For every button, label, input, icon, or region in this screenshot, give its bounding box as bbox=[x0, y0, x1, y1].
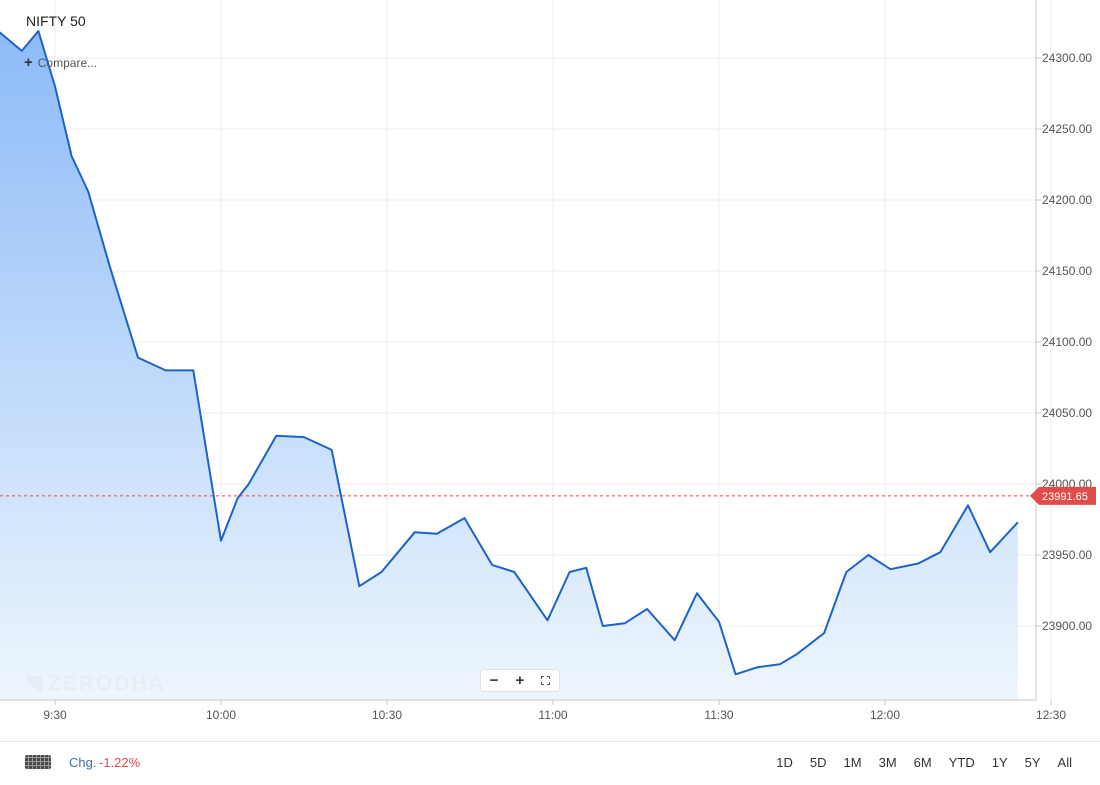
compare-button[interactable]: + Compare... bbox=[24, 54, 97, 71]
range-6m-button[interactable]: 6M bbox=[913, 755, 932, 770]
change-value: -1.22% bbox=[99, 755, 141, 770]
last-price-tag: 23991.65 bbox=[1030, 486, 1096, 505]
y-axis-ticks: 23900.0023950.0024000.0024050.0024100.00… bbox=[1036, 51, 1092, 633]
last-price-tag-bg bbox=[1030, 486, 1096, 505]
zoom-controls: − + bbox=[480, 669, 560, 692]
bottom-toolbar: Chg. -1.22% 1D 5D 1M 3M 6M YTD 1Y 5Y All bbox=[0, 741, 1100, 785]
y-tick-label: 24250.00 bbox=[1042, 122, 1092, 136]
price-area-fill bbox=[0, 31, 1018, 700]
y-tick-label: 24300.00 bbox=[1042, 51, 1092, 65]
range-1d-button[interactable]: 1D bbox=[776, 755, 793, 770]
range-ytd-button[interactable]: YTD bbox=[948, 755, 975, 770]
y-tick-label: 24150.00 bbox=[1042, 264, 1092, 278]
y-tick-label: 23900.00 bbox=[1042, 619, 1092, 633]
x-tick-label: 10:30 bbox=[372, 708, 402, 722]
keyboard-icon[interactable] bbox=[25, 755, 51, 769]
range-5y-button[interactable]: 5Y bbox=[1024, 755, 1041, 770]
plus-icon: + bbox=[24, 54, 33, 71]
price-line bbox=[0, 30, 1019, 676]
x-axis-ticks: 9:3010:0010:3011:0011:3012:0012:3013:001… bbox=[43, 700, 1066, 722]
y-tick-label: 24100.00 bbox=[1042, 335, 1092, 349]
zerodha-logo-icon bbox=[26, 676, 42, 692]
x-tick-label: 11:30 bbox=[704, 708, 733, 722]
x-tick-label: 9:30 bbox=[43, 708, 67, 722]
range-all-button[interactable]: All bbox=[1057, 755, 1072, 770]
range-selector: 1D 5D 1M 3M 6M YTD 1Y 5Y All bbox=[776, 755, 1072, 770]
y-tick-label: 24050.00 bbox=[1042, 406, 1092, 420]
x-tick-label: 12:30 bbox=[1036, 708, 1066, 722]
chart-grid bbox=[0, 0, 1052, 700]
range-5d-button[interactable]: 5D bbox=[809, 755, 827, 770]
compare-label: Compare... bbox=[37, 55, 98, 70]
fullscreen-icon bbox=[541, 676, 551, 685]
change-label: Chg. bbox=[69, 755, 97, 770]
x-tick-label: 12:00 bbox=[870, 708, 900, 722]
range-3m-button[interactable]: 3M bbox=[878, 755, 897, 770]
range-1m-button[interactable]: 1M bbox=[843, 755, 862, 770]
x-tick-label: 11:00 bbox=[538, 708, 567, 722]
range-1y-button[interactable]: 1Y bbox=[991, 755, 1008, 770]
zerodha-watermark: ZERODHA bbox=[26, 672, 166, 696]
instrument-title: NIFTY 50 bbox=[26, 13, 86, 29]
zoom-in-button[interactable]: + bbox=[515, 672, 525, 689]
y-tick-label: 23950.00 bbox=[1042, 548, 1092, 562]
fullscreen-button[interactable] bbox=[541, 671, 551, 690]
price-chart[interactable]: 23900.0023950.0024000.0024050.0024100.00… bbox=[0, 0, 1100, 741]
last-price-label: 23991.65 bbox=[1042, 491, 1088, 503]
x-tick-label: 10:00 bbox=[206, 708, 236, 722]
zoom-out-button[interactable]: − bbox=[489, 672, 499, 689]
watermark-text: ZERODHA bbox=[48, 672, 166, 695]
y-tick-label: 24200.00 bbox=[1042, 193, 1092, 207]
